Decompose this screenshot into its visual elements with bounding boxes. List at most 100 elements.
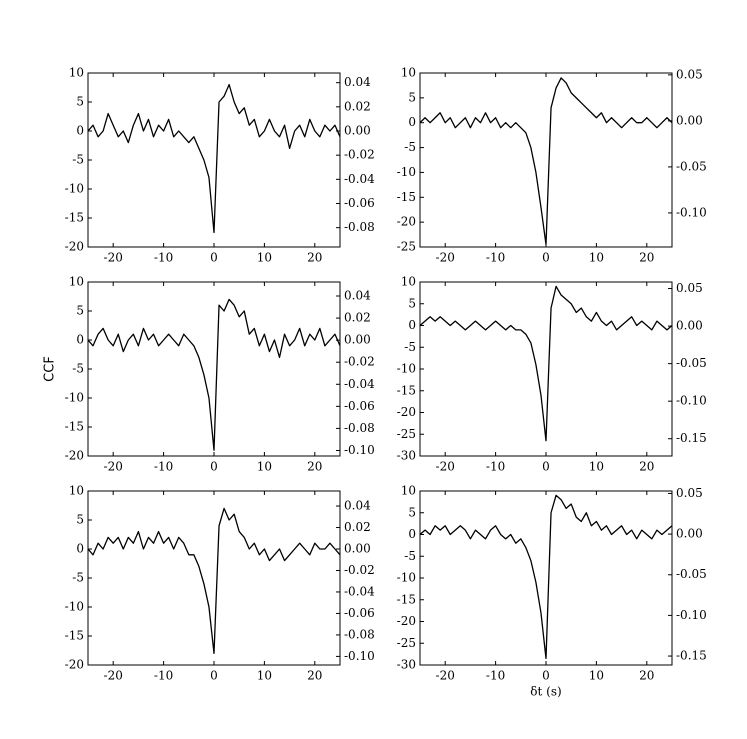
y-tick-label: -15 [397, 190, 416, 204]
y2-tick-label: -0.06 [344, 196, 375, 210]
y-tick-label: 5 [408, 505, 416, 519]
y-tick-label: 5 [408, 90, 416, 104]
x-tick-label: 20 [307, 669, 322, 683]
y2-tick-label: 0.05 [676, 486, 703, 500]
x-tick-label: 20 [639, 251, 654, 265]
y2-tick-label: -0.10 [676, 394, 707, 408]
y2-tick-label: 0.00 [344, 124, 371, 138]
y2-tick-label: 0.02 [344, 520, 371, 534]
x-tick-label: 0 [542, 669, 550, 683]
y2-tick-label: -0.06 [344, 606, 375, 620]
y-tick-label: -5 [404, 340, 416, 354]
y2-tick-label: 0.00 [676, 527, 703, 541]
x-tick-label: 0 [210, 251, 218, 265]
ccf-line [88, 507, 340, 655]
y-tick-label: -25 [397, 427, 416, 441]
x-tick-label: 0 [210, 460, 218, 474]
y-tick-label: 5 [76, 304, 84, 318]
y2-tick-label: -0.02 [344, 148, 375, 162]
y2-tick-label: -0.08 [344, 627, 375, 641]
ccf-line [88, 83, 340, 234]
y2-tick-label: -0.08 [344, 421, 375, 435]
y-tick-label: -5 [72, 153, 84, 167]
ccf-line [420, 494, 672, 660]
y-tick-label: -5 [404, 549, 416, 563]
y-tick-label: -20 [397, 405, 416, 419]
x-tick-label: -10 [486, 251, 505, 265]
y2-tick-label: -0.04 [344, 584, 375, 598]
plot-frame [419, 72, 673, 248]
y2-tick-label: 0.04 [344, 289, 371, 303]
y-tick-label: 10 [401, 66, 416, 80]
y-tick-label: -20 [65, 449, 84, 463]
x-tick-label: -20 [436, 669, 455, 683]
y-tick-label: 0 [408, 527, 416, 541]
ccf-line [420, 77, 672, 246]
y2-tick-label: -0.06 [344, 399, 375, 413]
y-tick-label: -20 [397, 215, 416, 229]
x-tick-label: 10 [589, 669, 604, 683]
y2-tick-label: -0.15 [676, 649, 707, 663]
y-tick-label: -10 [397, 571, 416, 585]
x-tick-label: 0 [210, 669, 218, 683]
y-tick-label: 0 [76, 124, 84, 138]
y-tick-label: 10 [69, 66, 84, 80]
x-tick-label: 10 [589, 460, 604, 474]
y-tick-label: -15 [65, 211, 84, 225]
y2-tick-label: 0.02 [344, 311, 371, 325]
x-tick-label: -10 [154, 251, 173, 265]
y2-tick-label: 0.00 [344, 333, 371, 347]
y2-tick-label: 0.00 [676, 113, 703, 127]
y2-tick-label: -0.05 [676, 159, 707, 173]
y2-tick-label: -0.08 [344, 220, 375, 234]
y-tick-label: -25 [397, 636, 416, 650]
x-tick-label: -20 [104, 251, 123, 265]
y-tick-label: -5 [72, 362, 84, 376]
y-tick-label: -10 [397, 165, 416, 179]
y-tick-label: -30 [397, 658, 416, 672]
y2-tick-label: 0.04 [344, 75, 371, 89]
x-tick-label: 0 [542, 251, 550, 265]
y-tick-label: -20 [397, 614, 416, 628]
x-tick-label: -20 [436, 251, 455, 265]
y-axis-label: CCF [43, 356, 58, 382]
y2-tick-label: -0.10 [344, 649, 375, 663]
y2-tick-label: -0.10 [676, 608, 707, 622]
y-tick-label: 10 [401, 484, 416, 498]
y2-tick-label: 0.04 [344, 499, 371, 513]
ccf-line [420, 285, 672, 442]
y-tick-label: 0 [408, 318, 416, 332]
x-tick-label: 10 [589, 251, 604, 265]
y2-tick-label: -0.04 [344, 377, 375, 391]
x-tick-label: -20 [104, 460, 123, 474]
y-tick-label: 10 [69, 484, 84, 498]
y-tick-label: 10 [69, 275, 84, 289]
y-tick-label: -5 [72, 571, 84, 585]
y-tick-label: 10 [401, 275, 416, 289]
x-tick-label: 0 [542, 460, 550, 474]
y-tick-label: 0 [76, 542, 84, 556]
y2-tick-label: 0.05 [676, 281, 703, 295]
y-tick-label: -5 [404, 140, 416, 154]
x-axis-label: δt (s) [530, 685, 561, 699]
y-tick-label: -25 [397, 240, 416, 254]
y-tick-label: 0 [76, 333, 84, 347]
x-tick-label: -20 [436, 460, 455, 474]
y2-tick-label: 0.02 [344, 99, 371, 113]
y2-tick-label: -0.15 [676, 431, 707, 445]
x-tick-label: 10 [257, 251, 272, 265]
y-tick-label: -20 [65, 240, 84, 254]
x-tick-label: 10 [257, 669, 272, 683]
plot-frame [419, 490, 673, 666]
y-tick-label: -10 [65, 600, 84, 614]
y-tick-label: 5 [408, 296, 416, 310]
x-tick-label: 10 [257, 460, 272, 474]
y2-tick-label: -0.05 [676, 356, 707, 370]
y-tick-label: -15 [397, 383, 416, 397]
plot-frame [87, 281, 341, 457]
x-tick-label: -10 [486, 669, 505, 683]
x-tick-label: -20 [104, 669, 123, 683]
y-tick-label: -10 [65, 391, 84, 405]
x-tick-label: -10 [154, 460, 173, 474]
x-tick-label: 20 [307, 460, 322, 474]
